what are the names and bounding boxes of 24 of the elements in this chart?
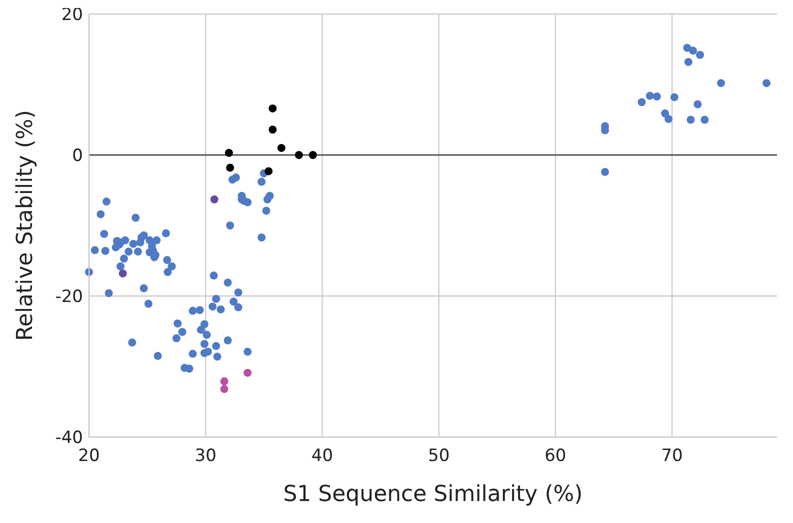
point: [226, 164, 234, 172]
x-tick-label: 70: [661, 446, 683, 466]
point: [210, 195, 218, 204]
point: [294, 151, 303, 159]
point: [268, 104, 277, 112]
point: [264, 167, 273, 176]
x-tick-label: 60: [544, 446, 566, 466]
point: [268, 126, 277, 134]
x-tick-label: 50: [428, 446, 450, 466]
point: [220, 385, 228, 394]
y-axis-title: Relative Stability (%): [13, 110, 38, 341]
y-tick-label: -40: [55, 428, 83, 448]
point: [244, 368, 252, 377]
x-tick-label: 40: [311, 446, 334, 466]
x-tick-label: 20: [78, 446, 100, 466]
point: [277, 144, 286, 152]
point: [308, 151, 317, 159]
point: [118, 269, 127, 278]
point: [224, 148, 233, 157]
y-tick-label: -20: [55, 286, 83, 307]
x-axis-title: S1 Sequence Similarity (%): [283, 482, 583, 507]
x-tick-label: 30: [194, 446, 216, 466]
point: [220, 377, 228, 386]
y-tick-label: 0: [72, 146, 83, 166]
